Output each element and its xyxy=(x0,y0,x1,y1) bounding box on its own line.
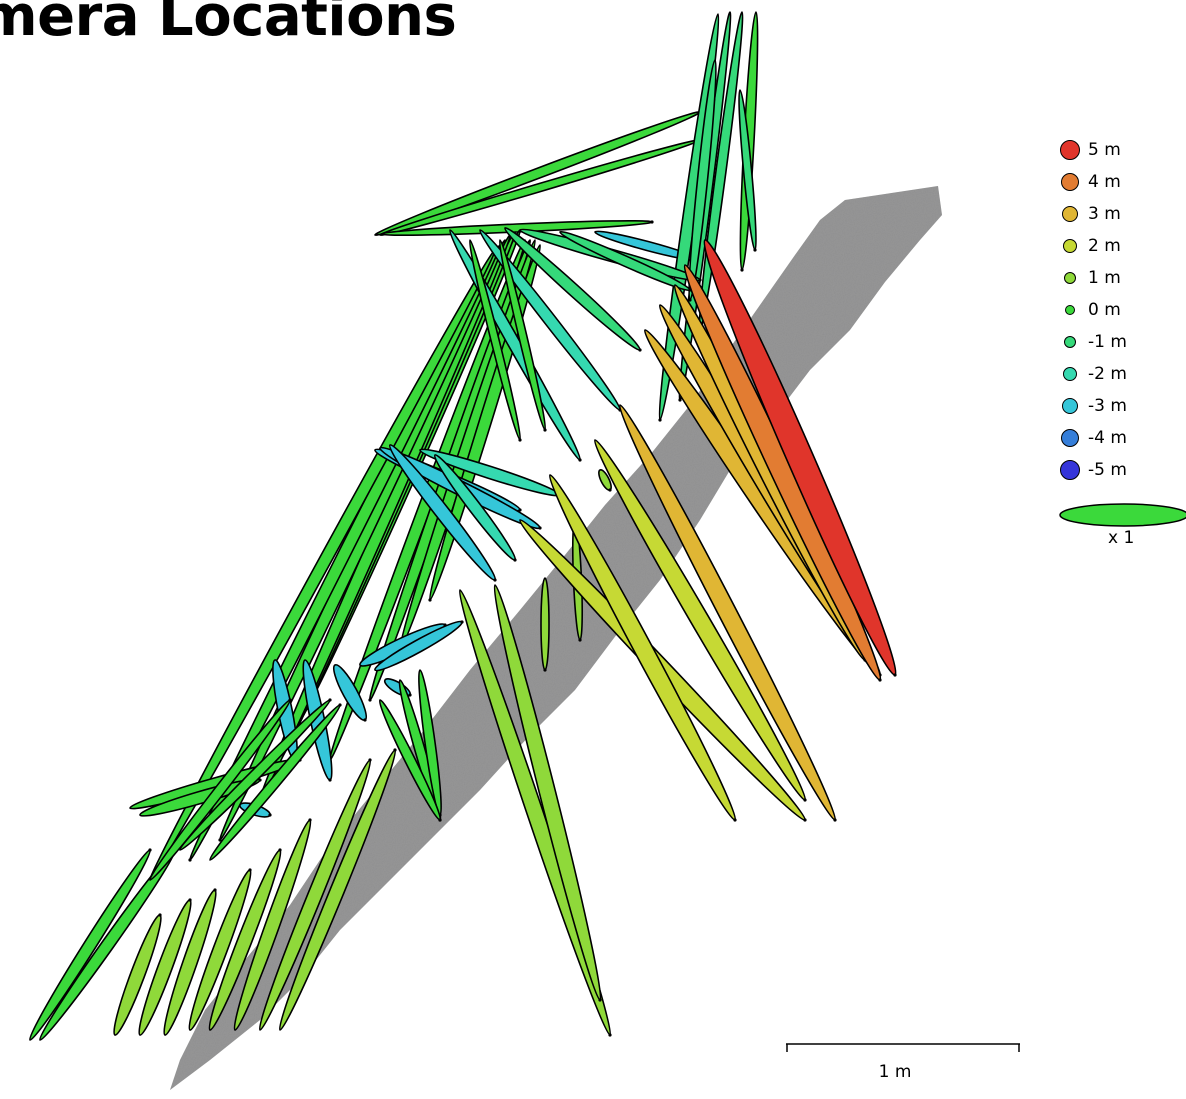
legend-item: -4 m xyxy=(1058,422,1186,454)
legend-label: -3 m xyxy=(1088,396,1127,416)
camera-position-dot xyxy=(543,668,547,672)
camera-position-dot xyxy=(428,598,432,602)
camera-position-dot xyxy=(740,268,744,272)
camera-position-dot xyxy=(638,348,642,352)
camera-position-dot xyxy=(248,868,252,872)
camera-position-dot xyxy=(803,818,807,822)
camera-position-dot xyxy=(803,798,807,802)
camera-position-dot xyxy=(578,638,582,642)
legend-swatch xyxy=(1058,398,1082,414)
legend-label: -1 m xyxy=(1088,332,1127,352)
camera-position-dot xyxy=(213,888,217,892)
camera-ellipses xyxy=(28,11,897,1041)
camera-ellipse xyxy=(540,577,550,671)
camera-position-dot xyxy=(188,858,192,862)
legend-item: 3 m xyxy=(1058,198,1186,230)
camera-position-dot xyxy=(658,418,662,422)
legend-label: 2 m xyxy=(1088,236,1121,256)
camera-position-dot xyxy=(363,718,367,722)
legend-swatch xyxy=(1058,239,1082,253)
camera-position-dot xyxy=(493,578,497,582)
legend-scale: x 1 xyxy=(1058,502,1186,552)
camera-ellipse xyxy=(39,849,176,1041)
camera-ellipse xyxy=(28,849,152,1041)
camera-position-dot xyxy=(328,778,332,782)
camera-position-dot xyxy=(678,398,682,402)
camera-position-dot xyxy=(158,913,162,917)
legend-swatch xyxy=(1058,272,1082,284)
camera-position-dot xyxy=(460,620,464,624)
legend-item: 1 m xyxy=(1058,262,1186,294)
camera-position-dot xyxy=(268,813,272,817)
camera-position-dot xyxy=(188,898,192,902)
legend-label: -5 m xyxy=(1088,460,1127,480)
legend-label: 4 m xyxy=(1088,172,1121,192)
legend-item: 5 m xyxy=(1058,134,1186,166)
camera-position-dot xyxy=(218,838,222,842)
camera-position-dot xyxy=(698,278,702,282)
camera-position-dot xyxy=(608,1033,612,1037)
legend-item: 4 m xyxy=(1058,166,1186,198)
camera-position-dot xyxy=(518,508,522,512)
camera-position-dot xyxy=(258,778,262,782)
scale-bar-label: 1 m xyxy=(879,1062,912,1082)
legend-item: -5 m xyxy=(1058,454,1186,486)
legend-label: 3 m xyxy=(1088,204,1121,224)
camera-position-dot xyxy=(148,848,152,852)
legend-scale-label: x 1 xyxy=(1108,528,1135,548)
camera-position-dot xyxy=(878,678,882,682)
camera-position-dot xyxy=(408,693,412,697)
camera-position-dot xyxy=(688,298,692,302)
camera-position-dot xyxy=(438,818,442,822)
scale-bar: 1 m xyxy=(786,1043,1020,1082)
camera-position-dot xyxy=(368,698,372,702)
legend-item: 0 m xyxy=(1058,294,1186,326)
camera-position-dot xyxy=(753,248,757,252)
camera-position-dot xyxy=(578,458,582,462)
camera-position-dot xyxy=(288,698,292,702)
legend-scale-ellipse xyxy=(1059,503,1186,527)
legend-swatch xyxy=(1058,140,1082,160)
camera-position-dot xyxy=(893,673,897,677)
camera-position-dot xyxy=(513,558,517,562)
legend-swatch xyxy=(1058,336,1082,348)
camera-position-dot xyxy=(308,818,312,822)
legend-label: -2 m xyxy=(1088,364,1127,384)
page-title: amera Locations xyxy=(0,0,457,49)
legend-swatch xyxy=(1058,173,1082,191)
legend-item: 2 m xyxy=(1058,230,1186,262)
legend-label: 5 m xyxy=(1088,140,1121,160)
camera-position-dot xyxy=(278,848,282,852)
camera-position-dot xyxy=(608,488,612,492)
legend-swatch xyxy=(1058,429,1082,447)
legend-swatch xyxy=(1058,460,1082,480)
camera-position-dot xyxy=(833,818,837,822)
camera-position-dot xyxy=(338,703,342,707)
legend-label: -4 m xyxy=(1088,428,1127,448)
camera-position-dot xyxy=(393,748,397,752)
legend-item: -1 m xyxy=(1058,326,1186,358)
legend-swatch xyxy=(1058,305,1082,315)
camera-position-dot xyxy=(733,818,737,822)
camera-position-dot xyxy=(518,438,522,442)
camera-position-dot xyxy=(543,428,547,432)
legend-item: -2 m xyxy=(1058,358,1186,390)
camera-position-dot xyxy=(650,220,654,224)
legend: 5 m 4 m 3 m 2 m 1 m 0 m -1 m -2 m -3 m -4 m -5 m x… xyxy=(1058,134,1186,552)
legend-label: 0 m xyxy=(1088,300,1121,320)
legend-swatch xyxy=(1058,367,1082,381)
legend-swatch xyxy=(1058,206,1082,222)
camera-position-dot xyxy=(598,998,602,1002)
camera-position-dot xyxy=(328,698,332,702)
legend-item: -3 m xyxy=(1058,390,1186,422)
legend-label: 1 m xyxy=(1088,268,1121,288)
camera-position-dot xyxy=(538,526,542,530)
camera-position-dot xyxy=(368,758,372,762)
